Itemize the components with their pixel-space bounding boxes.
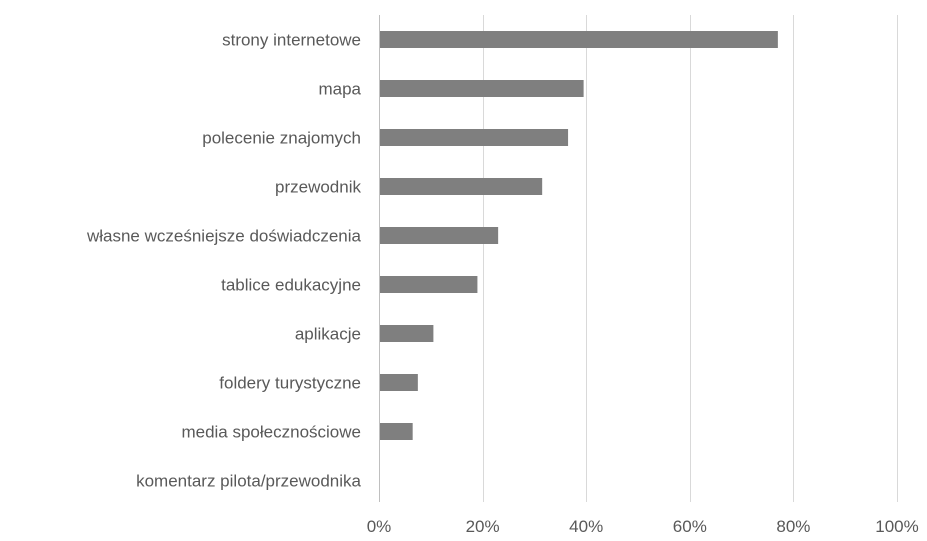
category-label: własne wcześniejsze doświadczenia <box>86 227 362 246</box>
x-tick-label: 40% <box>569 517 603 536</box>
x-tick-label: 80% <box>776 517 810 536</box>
category-label: przewodnik <box>275 178 361 197</box>
x-tick-label: 20% <box>466 517 500 536</box>
bar <box>380 80 584 97</box>
bar <box>380 227 499 244</box>
bar <box>380 276 478 293</box>
category-label: komentarz pilota/przewodnika <box>136 472 361 491</box>
bar <box>380 374 418 391</box>
category-label: strony internetowe <box>222 31 361 50</box>
bar <box>380 129 569 146</box>
category-label: aplikacje <box>295 325 361 344</box>
bars <box>380 31 778 440</box>
bar <box>380 178 543 195</box>
x-tick-label: 100% <box>875 517 918 536</box>
x-tick-labels: 0% 20% 40% 60% 80% 100% <box>367 517 919 536</box>
category-labels: strony internetowe mapa polecenie znajomyc… <box>86 31 362 491</box>
category-label: polecenie znajomych <box>202 129 361 148</box>
bar <box>380 325 434 342</box>
category-label: media społecznościowe <box>181 423 361 442</box>
x-tick-label: 0% <box>367 517 392 536</box>
bar <box>380 423 413 440</box>
category-label: tablice edukacyjne <box>221 276 361 295</box>
category-label: mapa <box>318 80 361 99</box>
bar <box>380 31 778 48</box>
x-tick-label: 60% <box>673 517 707 536</box>
category-label: foldery turystyczne <box>219 374 361 393</box>
